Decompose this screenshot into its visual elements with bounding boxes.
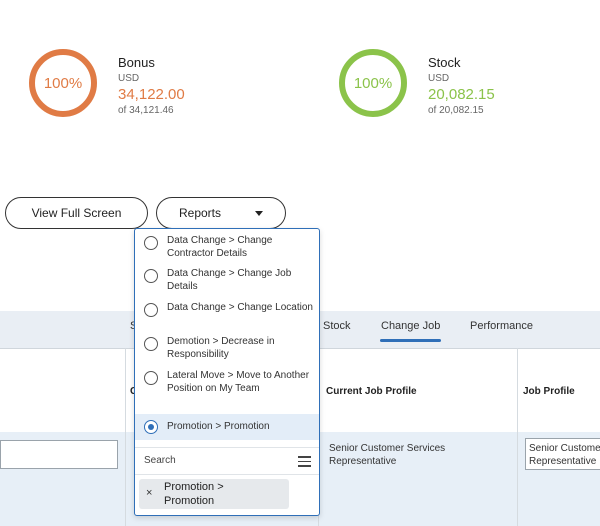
dropdown-option-label: Promotion > Promotion xyxy=(167,421,270,432)
active-tab-indicator xyxy=(380,339,441,342)
partial-column-header: C xyxy=(130,386,137,397)
radio-button[interactable] xyxy=(144,371,158,385)
view-full-screen-button[interactable]: View Full Screen xyxy=(5,197,148,229)
stock-percent: 100% xyxy=(353,74,393,92)
selected-chip: × Promotion > Promotion xyxy=(139,479,289,509)
bonus-value: 34,122.00 xyxy=(118,86,185,103)
stock-value: 20,082.15 xyxy=(428,86,495,103)
chip-label: Promotion > Promotion xyxy=(164,481,224,507)
job-profile-header: Job Profile xyxy=(523,386,575,397)
tab-performance[interactable]: Performance xyxy=(470,320,533,332)
dropdown-option[interactable]: Data Change > Change Location xyxy=(135,300,319,330)
column-divider xyxy=(517,348,518,526)
chevron-down-icon xyxy=(255,210,264,216)
bonus-title: Bonus xyxy=(118,55,155,70)
tab-change-job[interactable]: Change Job xyxy=(381,320,441,332)
close-icon[interactable]: × xyxy=(146,487,153,499)
column-divider xyxy=(125,348,126,526)
radio-button[interactable] xyxy=(144,269,158,283)
view-full-screen-label: View Full Screen xyxy=(31,206,122,220)
reports-label: Reports xyxy=(178,206,222,220)
tab-partial[interactable]: S xyxy=(130,320,137,332)
dropdown-option[interactable]: Lateral Move > Move to Another Position … xyxy=(135,368,319,412)
radio-button[interactable] xyxy=(144,236,158,250)
dropdown-search[interactable]: Search xyxy=(135,447,319,475)
row-text-input[interactable] xyxy=(0,440,118,469)
current-job-profile-header: Current Job Profile xyxy=(326,386,417,397)
job-profile-input-value: Senior Custome Representative xyxy=(529,443,600,467)
job-profile-input[interactable]: Senior Custome Representative xyxy=(525,438,600,470)
radio-button-selected[interactable] xyxy=(144,420,158,434)
dropdown-option-label: Lateral Move > Move to Another Position … xyxy=(167,370,310,394)
dropdown-option[interactable]: Demotion > Decrease in Responsibility xyxy=(135,334,319,364)
dropdown-option-label: Demotion > Decrease in Responsibility xyxy=(167,336,275,360)
stock-progress-ring: 100% xyxy=(339,49,407,117)
bonus-percent: 100% xyxy=(43,74,83,92)
bonus-progress-ring: 100% xyxy=(29,49,97,117)
dropdown-option-selected[interactable]: Promotion > Promotion xyxy=(135,414,319,440)
reports-button[interactable]: Reports xyxy=(156,197,286,229)
radio-button[interactable] xyxy=(144,303,158,317)
radio-button[interactable] xyxy=(144,337,158,351)
hamburger-menu-icon[interactable] xyxy=(298,456,311,470)
stock-title: Stock xyxy=(428,55,461,70)
dropdown-option[interactable]: Data Change > Change Job Details xyxy=(135,266,319,296)
dropdown-option-label: Data Change > Change Contractor Details xyxy=(167,235,273,259)
stock-currency: USD xyxy=(428,73,450,84)
bonus-currency: USD xyxy=(118,73,140,84)
dropdown-option-label: Data Change > Change Location xyxy=(167,302,313,313)
tab-stock[interactable]: Stock xyxy=(323,320,351,332)
current-job-profile-value: Senior Customer Services Representative xyxy=(329,443,446,467)
bonus-target: of 34,121.46 xyxy=(118,105,174,116)
search-label: Search xyxy=(144,455,176,466)
reports-dropdown: Data Change > Change Contractor Details … xyxy=(134,228,320,516)
dropdown-option[interactable]: Data Change > Change Contractor Details xyxy=(135,233,319,263)
dropdown-option-label: Data Change > Change Job Details xyxy=(167,268,292,292)
stock-target: of 20,082.15 xyxy=(428,105,484,116)
